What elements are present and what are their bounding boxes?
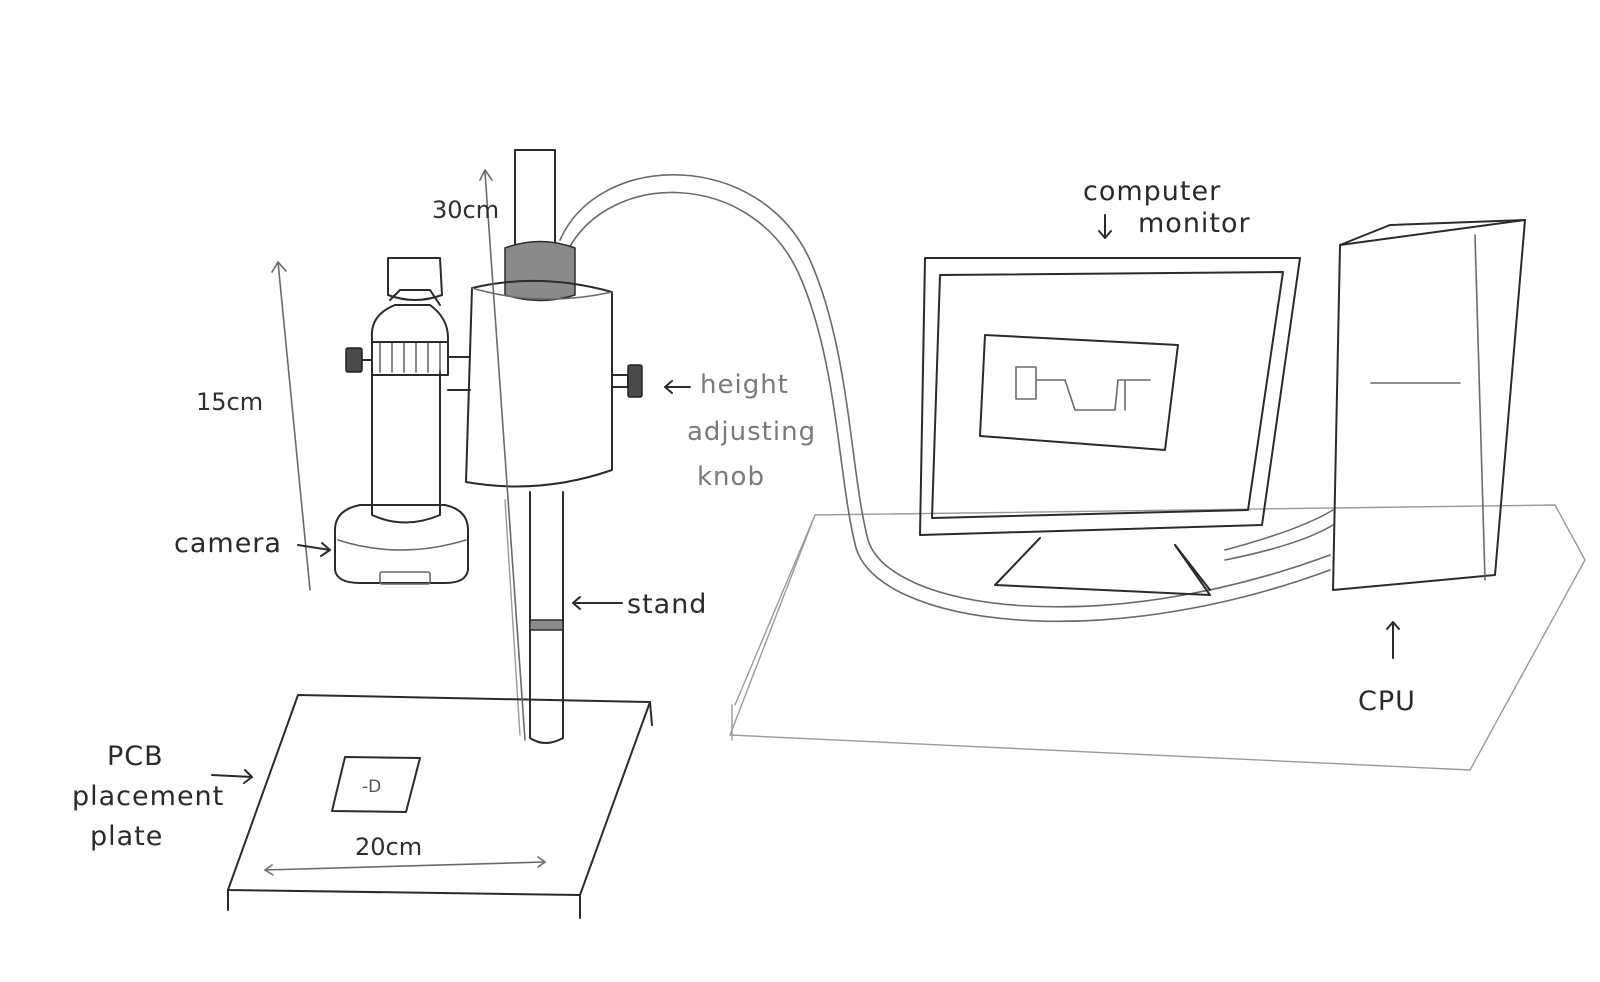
cpu-label: CPU <box>1358 686 1416 717</box>
svg-text:-D: -D <box>362 777 381 797</box>
pcb-label-line1: PCB <box>107 741 164 772</box>
dim-20cm-label: 20cm <box>355 833 422 861</box>
pcb-label-line2: placement <box>72 781 224 812</box>
computer-label-line2: monitor <box>1138 208 1251 239</box>
stand-label: stand <box>627 589 707 620</box>
cpu-tower <box>1224 219 1526 591</box>
pcb-label-line3: plate <box>90 821 163 852</box>
stand <box>465 149 643 744</box>
dimension-lines <box>264 169 546 876</box>
desk-surface <box>729 504 1586 771</box>
camera <box>334 257 471 585</box>
height-label-line3: knob <box>697 462 765 492</box>
computer-label-line1: computer <box>1083 176 1221 207</box>
height-label-line2: adjusting <box>687 417 816 447</box>
camera-label: camera <box>174 528 282 559</box>
dim-15cm-label: 15cm <box>196 388 263 416</box>
label-arrows <box>211 214 1400 784</box>
dim-30cm-label: 30cm <box>432 196 499 224</box>
monitor <box>919 257 1301 596</box>
pcb-plate: -D <box>227 694 653 919</box>
text-labels: 30cm 15cm camera height adjusting knob s… <box>72 176 1416 861</box>
height-label-line1: height <box>700 370 789 400</box>
camera-cable <box>559 174 1331 623</box>
